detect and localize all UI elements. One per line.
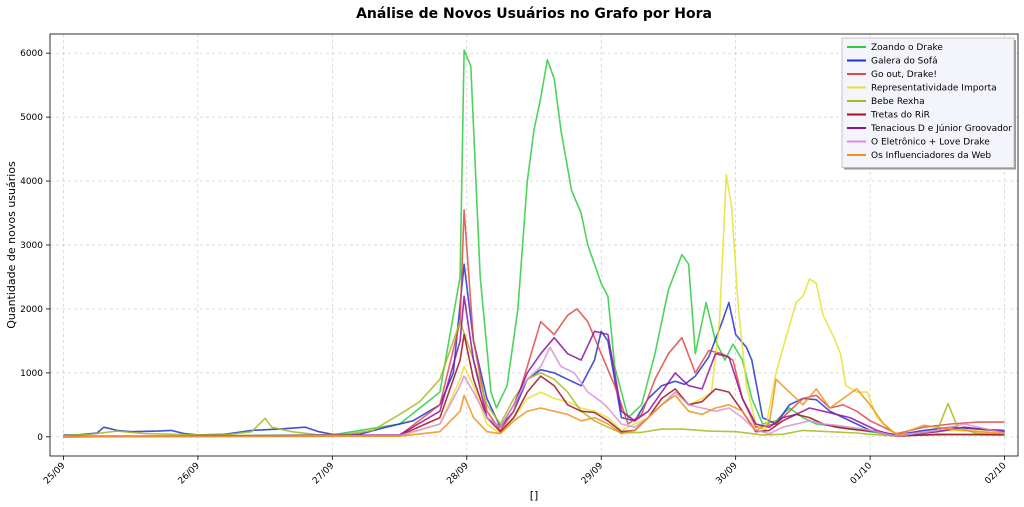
x-tick-label: 30/09 [714, 461, 740, 487]
x-tick-label: 25/09 [42, 461, 68, 487]
series-line-tretas-do-rir [63, 333, 1005, 438]
legend-entry: Bebe Rexha [871, 97, 925, 107]
y-tick-label: 5000 [20, 113, 43, 123]
x-axis: 25/09 26/09 27/09 28/09 29/09 30/09 01/10 02/10 [42, 456, 1009, 486]
legend-entry: Representatividade Importa [871, 84, 997, 94]
y-axis-label: Quantidade de novos usuários [5, 161, 18, 329]
series-lines [63, 49, 1005, 438]
legend-entry: Go out, Drake! [871, 70, 937, 80]
legend: Zoando o Drake Galera do Sofá Go out, Drak… [841, 37, 1016, 170]
series-line-bebe-rexha [63, 320, 1005, 437]
y-tick-label: 3000 [20, 241, 43, 251]
x-axis-label: [] [530, 489, 539, 502]
y-tick-label: 6000 [20, 49, 43, 59]
legend-entry: Zoando o Drake [871, 43, 943, 53]
series-line-os-influenciadores-da-web [63, 378, 1005, 438]
y-axis: 0 1000 2000 3000 4000 5000 6000 [20, 49, 50, 443]
x-tick-label: 26/09 [177, 461, 203, 487]
y-tick-label: 2000 [20, 305, 43, 315]
y-tick-label: 4000 [20, 177, 43, 187]
legend-box [841, 37, 1015, 168]
legend-entry: Tenacious D e Júnior Groovador [870, 124, 1012, 134]
chart-title: Análise de Novos Usuários no Grafo por H… [356, 6, 712, 22]
legend-entry: O Eletrônico + Love Drake [871, 137, 990, 148]
legend-entry: Tretas do RiR [870, 111, 930, 121]
series-line-go-out-drake [63, 209, 1005, 438]
x-tick-label: 28/09 [445, 461, 471, 487]
series-line-zoando-o-drake [63, 49, 1005, 437]
x-tick-label: 01/10 [849, 461, 875, 487]
x-tick-label: 27/09 [311, 461, 337, 487]
legend-entry: Os Influenciadores da Web [871, 151, 991, 161]
x-tick-label: 29/09 [580, 461, 606, 487]
y-tick-label: 0 [37, 433, 43, 443]
y-tick-label: 1000 [20, 369, 43, 379]
legend-entry: Galera do Sofá [871, 57, 938, 67]
x-tick-label: 02/10 [983, 461, 1009, 487]
